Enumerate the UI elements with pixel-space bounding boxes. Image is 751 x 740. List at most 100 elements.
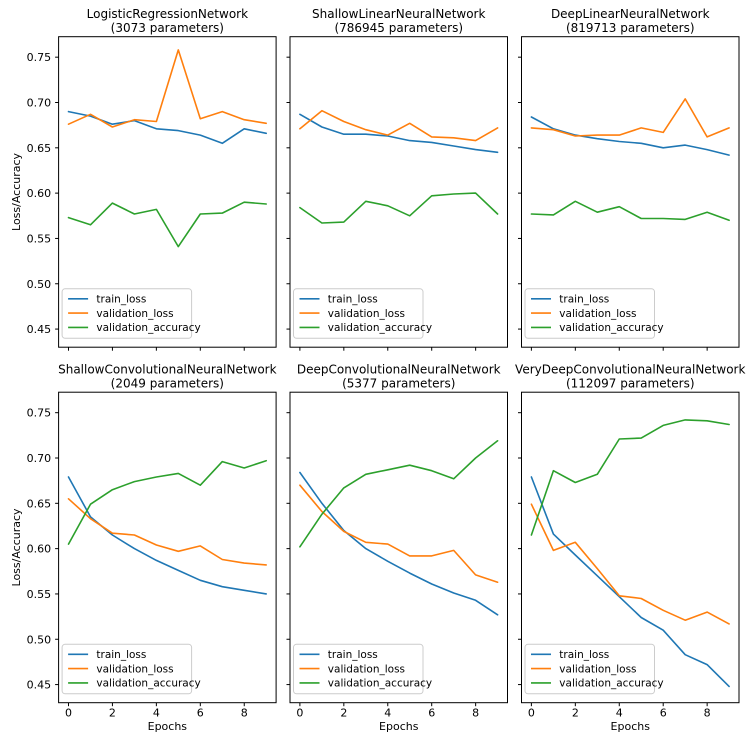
subplot-DeepConvolutionalNeuralNetwork: DeepConvolutionalNeuralNetwork(5377 para… [286, 363, 508, 733]
subplot-title: DeepLinearNeuralNetwork [551, 7, 710, 21]
subplot-ShallowLinearNeuralNetwork: ShallowLinearNeuralNetwork(786945 parame… [286, 7, 508, 351]
x-tick-label: 8 [472, 707, 479, 720]
y-tick-label: 0.45 [27, 679, 52, 692]
plot-area [58, 36, 277, 348]
y-axis-label: Loss/Accuracy [10, 152, 23, 231]
x-tick-label: 2 [109, 707, 116, 720]
x-tick-label: 4 [153, 707, 160, 720]
y-tick-label: 0.50 [27, 633, 52, 646]
legend-label-validation_loss: validation_loss [328, 308, 405, 320]
subplot-ShallowConvolutionalNeuralNetwork: ShallowConvolutionalNeuralNetwork(2049 p… [10, 363, 277, 733]
legend-box [293, 288, 424, 339]
y-tick-label: 0.45 [27, 323, 52, 336]
y-axis-label: Loss/Accuracy [10, 508, 23, 587]
plot-area [521, 36, 740, 348]
x-tick-label: 0 [65, 707, 72, 720]
plot-area [289, 36, 508, 348]
y-tick-label: 0.55 [27, 588, 52, 601]
legend-label-train_loss: train_loss [559, 649, 609, 661]
legend-label-validation_loss: validation_loss [559, 663, 636, 675]
legend-label-validation_accuracy: validation_accuracy [559, 322, 663, 334]
legend-box [293, 643, 424, 695]
x-tick-label: 6 [660, 707, 667, 720]
legend: train_loss validation_loss validation_accu… [61, 643, 201, 695]
legend-label-validation_accuracy: validation_accuracy [96, 678, 200, 690]
x-tick-label: 2 [572, 707, 579, 720]
y-tick-label: 0.70 [27, 452, 52, 465]
series-line-validation_loss [530, 503, 730, 625]
legend-label-validation_accuracy: validation_accuracy [328, 678, 432, 690]
subplot-title: VeryDeepConvolutionalNeuralNetwork [515, 363, 745, 377]
series-line-train_loss [530, 116, 730, 156]
legend-label-train_loss: train_loss [328, 294, 378, 306]
legend-box [524, 288, 655, 339]
subplot-title: ShallowConvolutionalNeuralNetwork [58, 363, 277, 377]
legend-label-train_loss: train_loss [96, 649, 146, 661]
plot-area [58, 391, 277, 704]
series-line-validation_accuracy [299, 439, 499, 548]
plot-area [521, 391, 740, 704]
x-axis-label: Epochs [148, 720, 188, 733]
subplot-subtitle: (3073 parameters) [111, 21, 224, 35]
subplot-subtitle: (819713 parameters) [566, 21, 695, 35]
subplot-title: ShallowLinearNeuralNetwork [312, 7, 485, 21]
legend: train_loss validation_loss validation_accu… [293, 643, 432, 695]
legend-label-train_loss: train_loss [96, 294, 146, 306]
x-tick-label: 6 [197, 707, 204, 720]
series-line-validation_loss [299, 484, 499, 584]
legend: train_loss validation_loss validation_accu… [524, 643, 664, 695]
x-tick-label: 0 [296, 707, 303, 720]
y-tick-label: 0.60 [27, 543, 52, 556]
subplot-title: LogisticRegressionNetwork [87, 7, 248, 21]
subplot-VeryDeepConvolutionalNeuralNetwork: VeryDeepConvolutionalNeuralNetwork(11209… [515, 363, 745, 733]
x-axis-label: Epochs [611, 720, 651, 733]
x-axis-label: Epochs [379, 720, 419, 733]
series-line-validation_accuracy [67, 459, 268, 545]
x-tick-label: 6 [428, 707, 435, 720]
legend-box [524, 643, 655, 695]
series-line-validation_loss [299, 109, 499, 142]
x-tick-label: 4 [384, 707, 391, 720]
x-tick-label: 4 [616, 707, 623, 720]
legend-label-validation_accuracy: validation_accuracy [328, 322, 432, 334]
y-tick-label: 0.75 [27, 51, 52, 64]
series-line-validation_loss [67, 49, 268, 128]
legend: train_loss validation_loss validation_accu… [61, 288, 201, 339]
x-tick-label: 0 [528, 707, 535, 720]
legend-label-train_loss: train_loss [559, 294, 609, 306]
series-line-validation_loss [67, 497, 268, 566]
legend-box [61, 643, 193, 695]
series-line-train_loss [530, 476, 730, 688]
legend-label-validation_loss: validation_loss [96, 663, 173, 675]
series-line-train_loss [299, 471, 499, 616]
subplot-subtitle: (786945 parameters) [334, 21, 463, 35]
legend-label-validation_accuracy: validation_accuracy [559, 678, 663, 690]
legend: train_loss validation_loss validation_accu… [524, 288, 664, 339]
series-line-validation_accuracy [67, 201, 268, 248]
subplot-subtitle: (2049 parameters) [111, 377, 224, 391]
x-tick-label: 8 [241, 707, 248, 720]
legend-label-validation_accuracy: validation_accuracy [96, 322, 200, 334]
x-tick-label: 8 [704, 707, 711, 720]
subplot-subtitle: (5377 parameters) [342, 377, 455, 391]
subplot-title: DeepConvolutionalNeuralNetwork [297, 363, 501, 377]
subplot-DeepLinearNeuralNetwork: DeepLinearNeuralNetwork(819713 parameter… [518, 7, 740, 351]
series-line-validation_accuracy [530, 419, 730, 536]
legend: train_loss validation_loss validation_accu… [293, 288, 432, 339]
series-line-train_loss [299, 113, 499, 154]
plot-area [289, 391, 508, 704]
y-tick-label: 0.50 [27, 278, 52, 291]
x-tick-label: 2 [340, 707, 347, 720]
legend-label-train_loss: train_loss [328, 649, 378, 661]
series-line-validation_accuracy [299, 192, 499, 224]
y-tick-label: 0.65 [27, 497, 52, 510]
series-line-validation_accuracy [530, 200, 730, 222]
subplot-LogisticRegressionNetwork: LogisticRegressionNetwork(3073 parameter… [10, 7, 277, 351]
legend-label-validation_loss: validation_loss [559, 308, 636, 320]
y-tick-label: 0.70 [27, 96, 52, 109]
subplot-subtitle: (112097 parameters) [566, 377, 695, 391]
legend-label-validation_loss: validation_loss [328, 663, 405, 675]
y-tick-label: 0.55 [27, 232, 52, 245]
